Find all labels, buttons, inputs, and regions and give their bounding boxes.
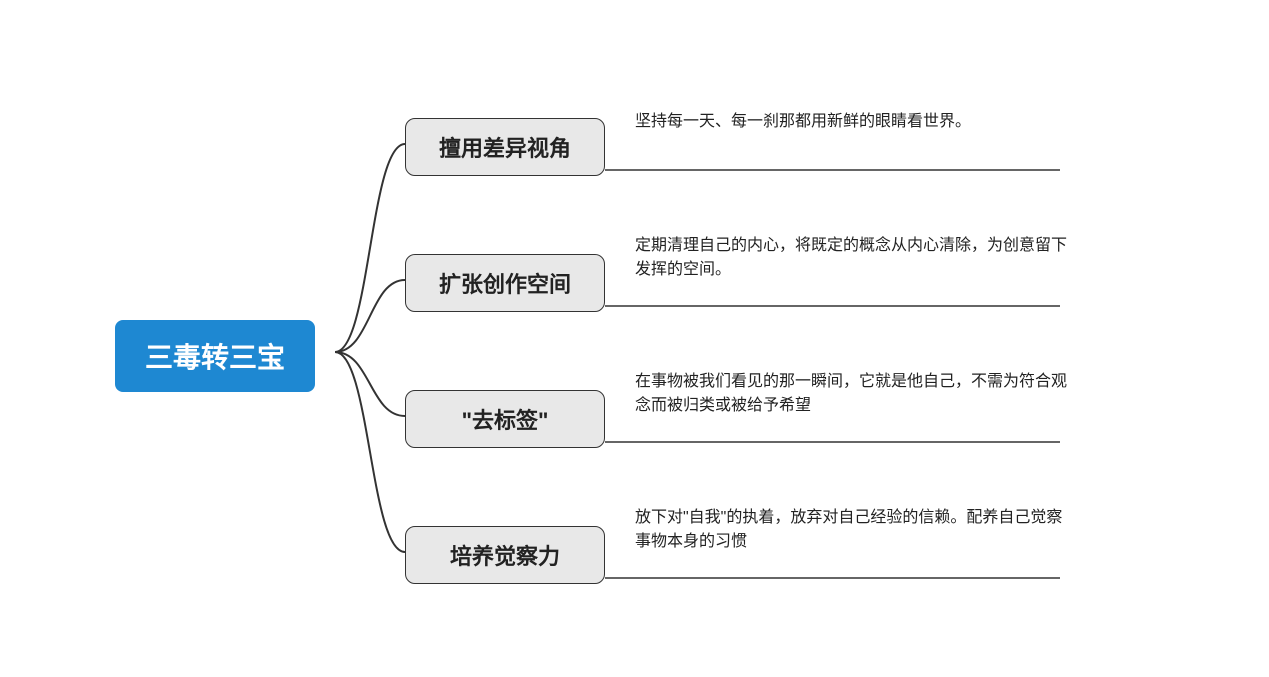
child-desc-perspective: 坚持每一天、每一刹那都用新鲜的眼睛看世界。 — [635, 110, 971, 134]
child-desc-remove-labels: 在事物被我们看见的那一瞬间，它就是他自己，不需为符合观念而被归类或被给予希望 — [635, 370, 1075, 418]
child-desc-awareness: 放下对"自我"的执着，放弃对自己经验的信赖。配养自己觉察事物本身的习惯 — [635, 506, 1075, 554]
mindmap-canvas: 三毒转三宝 擅用差异视角 坚持每一天、每一刹那都用新鲜的眼睛看世界。 扩张创作空… — [0, 0, 1269, 677]
child-node-perspective[interactable]: 擅用差异视角 — [405, 118, 605, 176]
child-node-expand-space[interactable]: 扩张创作空间 — [405, 254, 605, 312]
child-node-remove-labels[interactable]: "去标签" — [405, 390, 605, 448]
child-node-awareness[interactable]: 培养觉察力 — [405, 526, 605, 584]
root-node[interactable]: 三毒转三宝 — [115, 320, 315, 392]
child-desc-expand-space: 定期清理自己的内心，将既定的概念从内心清除，为创意留下发挥的空间。 — [635, 234, 1075, 282]
